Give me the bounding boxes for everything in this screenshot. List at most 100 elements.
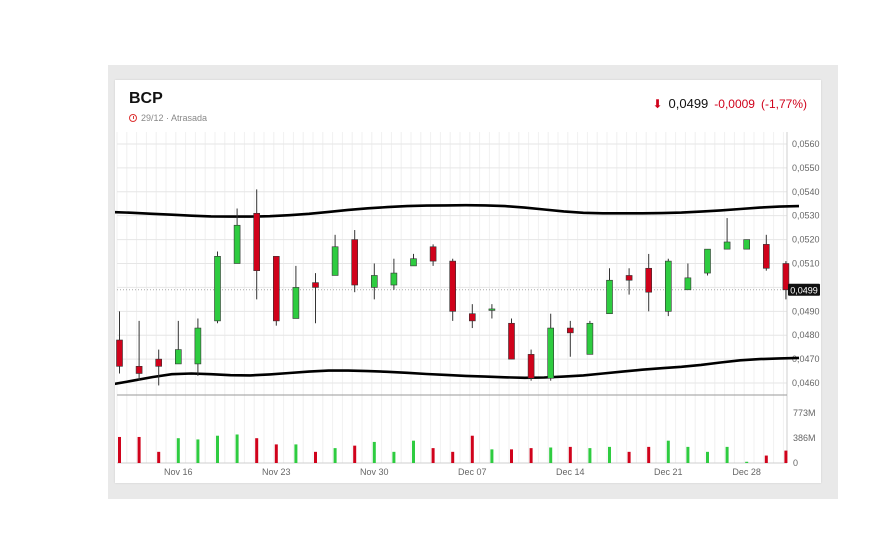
candle-body	[508, 322, 515, 360]
volume-bar	[314, 451, 317, 463]
candle-body	[684, 277, 692, 291]
volume-bar	[451, 451, 455, 463]
last-price-tag-label: 0,0499	[790, 285, 818, 295]
candle	[625, 268, 633, 295]
candle-body	[645, 267, 653, 293]
candle	[351, 230, 358, 293]
candle	[331, 234, 339, 276]
candle-body	[723, 241, 731, 250]
volume-bar	[745, 461, 749, 463]
candle-body	[547, 327, 555, 379]
candle-body	[194, 327, 202, 365]
volume-bar	[706, 451, 709, 463]
volume-bar	[784, 450, 788, 463]
price-tick-label: 0,0530	[792, 211, 820, 221]
clock-icon	[129, 114, 137, 122]
volume-bar	[412, 440, 415, 463]
candle	[566, 320, 574, 357]
candle-body	[429, 246, 437, 262]
candle-body	[135, 366, 143, 374]
price-tick-label: 0,0520	[792, 235, 820, 245]
candle	[762, 234, 770, 271]
candle-body	[704, 248, 711, 274]
candle-body	[331, 246, 339, 276]
volume-bar	[431, 448, 435, 463]
price-change-percent: (-1,77%)	[760, 96, 807, 111]
quote-summary: ⬇ 0,0499 -0,0009 (-1,77%)	[652, 96, 807, 111]
candle	[194, 318, 202, 376]
price-change: -0,0009	[714, 96, 755, 111]
chart-card: BCP 29/12 · Atrasada ⬇ 0,0499 -0,0009 (-…	[115, 80, 821, 483]
candle-body	[664, 260, 672, 312]
volume-bar	[529, 448, 533, 463]
candle	[723, 218, 731, 250]
candle-body	[625, 275, 633, 281]
volume-bar	[372, 441, 376, 463]
volume-bar	[216, 435, 219, 463]
candle	[312, 273, 319, 324]
volume-bar	[157, 451, 161, 463]
candle	[488, 304, 496, 319]
candle	[664, 258, 672, 317]
volume-bar	[294, 444, 298, 463]
volume-bar	[647, 446, 651, 463]
price-tick-label: 0,0540	[792, 187, 820, 197]
candle-body	[606, 279, 613, 315]
candle	[214, 251, 221, 324]
candle-body	[370, 275, 378, 288]
candle	[468, 304, 476, 329]
price-tick-label: 0,0560	[792, 139, 820, 149]
candle	[547, 313, 555, 381]
volume-bar	[235, 434, 239, 463]
volume-bar	[686, 446, 690, 463]
candle-body	[410, 258, 417, 267]
price-tick-label: 0,0510	[792, 259, 820, 269]
candle-body	[449, 260, 457, 312]
candle-body	[312, 282, 319, 288]
upper-band-line	[115, 203, 800, 218]
candle-body	[233, 224, 241, 264]
volume-bar	[588, 448, 592, 463]
candle	[273, 256, 280, 326]
candle-body	[743, 239, 751, 250]
candle	[586, 320, 594, 355]
candle-body	[782, 263, 790, 291]
candle	[292, 265, 300, 319]
volume-bar	[137, 436, 141, 463]
candle-body	[273, 256, 280, 322]
date-tick-label: Dec 14	[556, 467, 585, 477]
candle	[704, 248, 711, 276]
volume-bar	[608, 446, 611, 463]
candle-body	[155, 358, 163, 367]
candle	[527, 349, 535, 381]
candle-body	[253, 212, 260, 271]
volume-bar	[725, 446, 729, 463]
symbol-title: BCP	[129, 90, 163, 107]
candle-body	[468, 313, 476, 322]
candle-body	[292, 287, 300, 319]
candle	[253, 189, 260, 300]
candle	[155, 349, 163, 386]
status-text: 29/12 · Atrasada	[141, 113, 208, 123]
volume-bar	[333, 448, 337, 463]
candle	[508, 318, 515, 360]
candle	[743, 239, 751, 250]
candle	[606, 268, 613, 315]
volume-bar	[470, 435, 474, 463]
volume-tick-label: 0	[793, 458, 798, 468]
candle	[390, 258, 398, 290]
date-tick-label: Dec 21	[654, 467, 683, 477]
last-price: 0,0499	[668, 96, 709, 111]
candlestick-chart[interactable]: 0,0460 0,0470 0,0480 0,0490 0,0510 0,0520 0,05…	[115, 80, 821, 483]
volume-bar	[549, 447, 553, 463]
candle	[684, 263, 692, 291]
volume-bar	[666, 440, 670, 463]
last-price-tag	[788, 283, 820, 296]
candle	[233, 208, 241, 264]
price-tick-label: 0,0470	[792, 354, 820, 364]
candle	[449, 258, 457, 321]
volume-bar	[392, 451, 396, 463]
candle	[116, 311, 123, 374]
volume-bar	[274, 444, 278, 463]
candle	[429, 244, 437, 266]
